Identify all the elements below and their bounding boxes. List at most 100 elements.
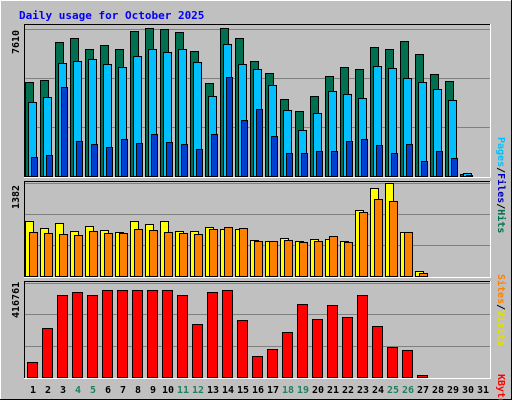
pages-bar (451, 158, 458, 177)
sites-bar (29, 232, 38, 277)
pages-bar (331, 151, 338, 177)
pages-bar (391, 153, 398, 177)
x-tick-label: 24 (372, 385, 384, 396)
kbytes-bar (192, 324, 203, 378)
kbytes-bar (27, 362, 38, 378)
kbytes-bar (72, 292, 83, 378)
kbytes-ymax-label: 416761 (11, 282, 22, 318)
legend-pages: Pages (495, 137, 506, 167)
sites-bar (194, 234, 203, 277)
sites-bar (389, 201, 398, 277)
sites-bar (149, 230, 158, 277)
kbytes-bar (402, 350, 413, 378)
pages-bar (151, 134, 158, 177)
pages-bar (226, 77, 233, 177)
sites-bar (314, 241, 323, 277)
x-tick-label: 26 (402, 385, 414, 396)
pages-bar (346, 141, 353, 177)
kbytes-bar (237, 320, 248, 378)
kbytes-bar (42, 328, 53, 378)
sites-bar (359, 212, 368, 277)
pages-bar (121, 139, 128, 177)
kbytes-bar (387, 347, 398, 378)
legend-kbytes: KBytes (495, 374, 506, 400)
sites-bar (224, 227, 233, 277)
pages-bar (46, 155, 53, 177)
kbytes-bar (312, 319, 323, 378)
sites-bar (179, 233, 188, 277)
pages-bar (376, 145, 383, 177)
pages-bar (301, 153, 308, 177)
sites-bar (284, 240, 293, 277)
sites-bar (269, 241, 278, 277)
x-tick-label: 28 (432, 385, 444, 396)
sites-bar (419, 273, 428, 277)
pages-bar (316, 151, 323, 177)
x-tick-label: 13 (207, 385, 219, 396)
kbytes-bar (162, 290, 173, 378)
x-tick-label: 7 (120, 385, 126, 396)
sites-bar (74, 235, 83, 277)
sites-bar (89, 231, 98, 277)
pages-bar (181, 144, 188, 177)
chart-title: Daily usage for October 2025 (19, 9, 204, 22)
kbytes-bar (357, 295, 368, 378)
kbytes-panel (24, 281, 491, 379)
kbytes-bar (267, 349, 278, 378)
x-tick-label: 15 (237, 385, 249, 396)
pages-bar (211, 134, 218, 177)
sites-bar (404, 232, 413, 277)
sites-bar (59, 234, 68, 277)
pages-bar (466, 175, 473, 177)
kbytes-bar (117, 290, 128, 378)
pages-bar (271, 136, 278, 177)
x-tick-label: 5 (90, 385, 96, 396)
sites-bar (374, 199, 383, 277)
legend-separator: / (495, 304, 506, 310)
kbytes-bar (177, 295, 188, 378)
pages-files-hits-panel (24, 24, 491, 178)
sites-bar (254, 241, 263, 277)
x-tick-label: 30 (462, 385, 474, 396)
x-tick-label: 6 (105, 385, 111, 396)
legend-separator: / (495, 167, 506, 173)
x-tick-label: 1 (30, 385, 36, 396)
kbytes-bar (207, 292, 218, 378)
legend-sites: Sites (495, 274, 507, 304)
sites-bar (119, 233, 128, 277)
pages-bar (31, 157, 38, 177)
x-axis-day-labels: 1 2 3 4 5 6 7 8 9 10 11 12 13 14 15 16 17 18 19 20 21 22 23 24 2… (30, 385, 489, 396)
x-tick-label: 18 (282, 385, 294, 396)
sites-bar (299, 242, 308, 277)
kbytes-legend: KBytes (495, 374, 506, 400)
legend-hits: Hits (495, 209, 507, 233)
pages-bar (406, 144, 413, 177)
x-tick-label: 16 (252, 385, 264, 396)
kbytes-bar (87, 295, 98, 378)
sites-bar (164, 232, 173, 277)
pages-bar (421, 161, 428, 177)
sites-bar (239, 228, 248, 277)
kbytes-bar (372, 326, 383, 378)
visits-ymax-label: 1382 (11, 185, 22, 209)
sites-bar (44, 233, 53, 277)
x-tick-label: 3 (60, 385, 66, 396)
x-tick-label: 9 (150, 385, 156, 396)
kbytes-bar (132, 290, 143, 378)
pages-bar (196, 149, 203, 177)
x-tick-label: 29 (447, 385, 459, 396)
pages-bar (256, 109, 263, 177)
sites-visits-panel (24, 181, 491, 278)
legend-separator: / (495, 203, 506, 209)
x-tick-label: 22 (342, 385, 354, 396)
pages-bar (436, 151, 443, 177)
pages-bar (241, 120, 248, 177)
hits-legend: Pages/Files/Hits (495, 137, 507, 233)
sites-bar (134, 229, 143, 277)
kbytes-bar (327, 305, 338, 378)
x-tick-label: 4 (75, 385, 81, 396)
kbytes-bar (252, 356, 263, 378)
x-tick-label: 14 (222, 385, 234, 396)
sites-bar (209, 229, 218, 277)
